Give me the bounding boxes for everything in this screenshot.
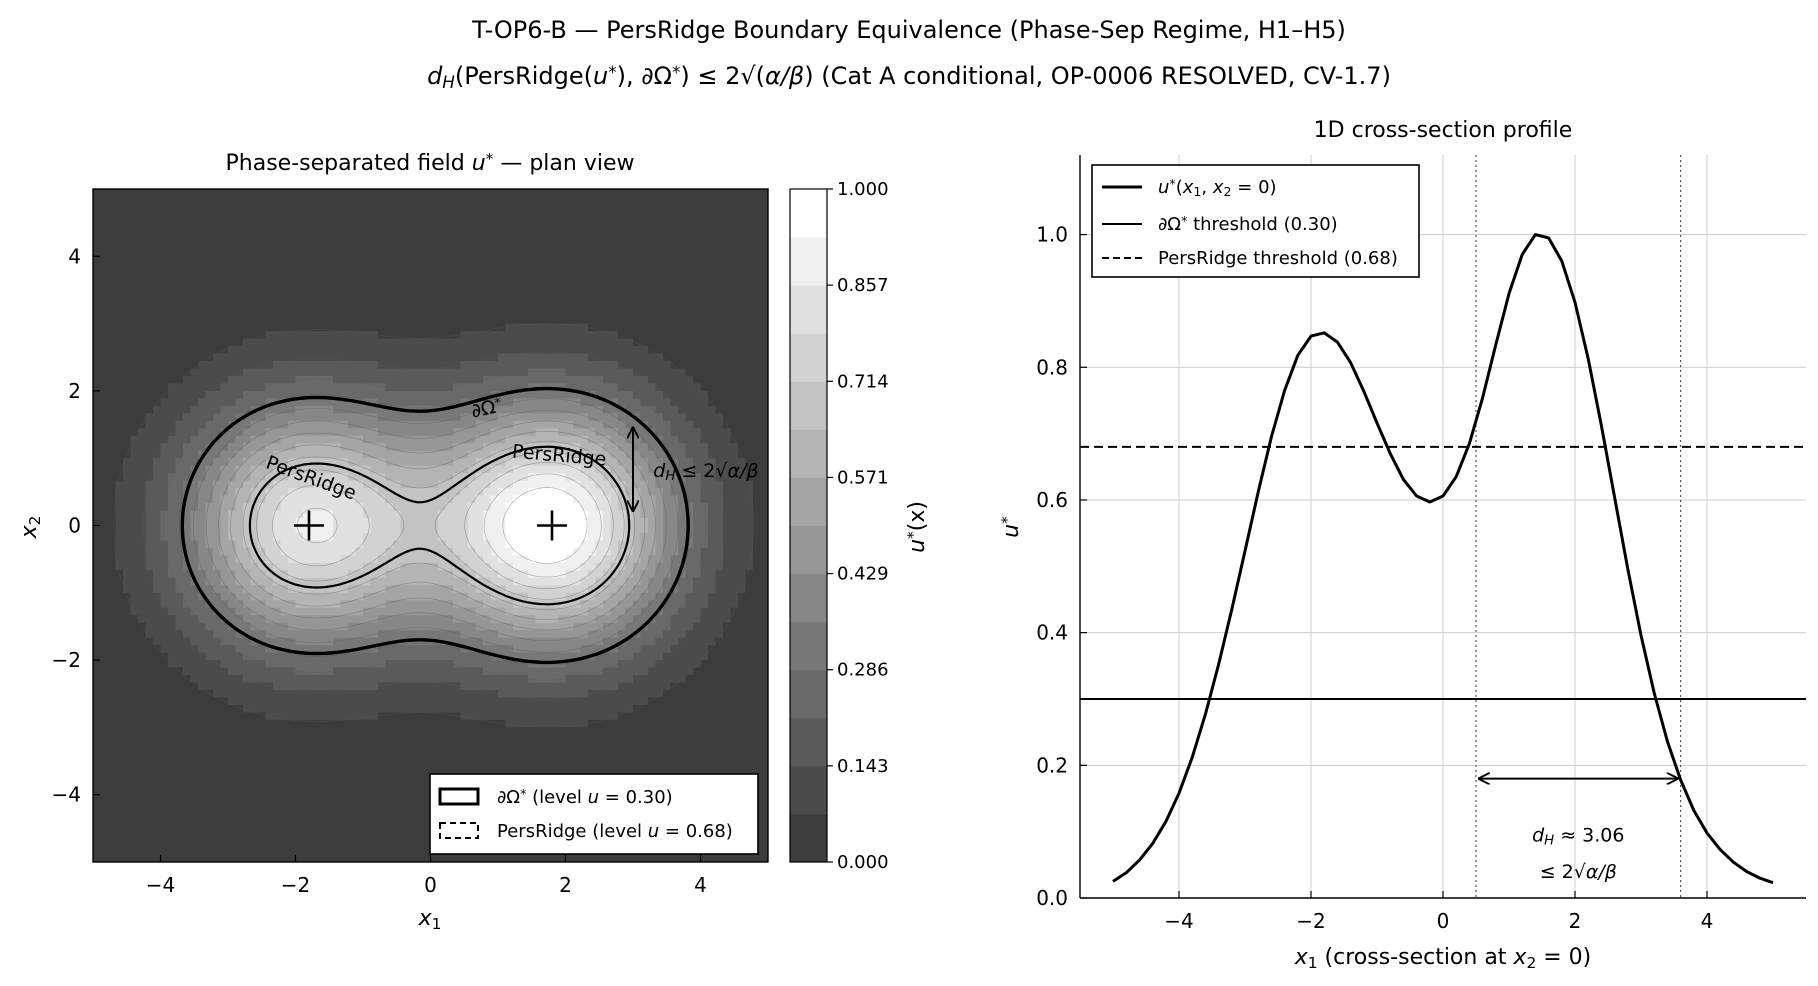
colorbar-label: u*(x): [904, 501, 930, 553]
band-contour: [179, 385, 692, 666]
legend-swatch-boundary: [438, 787, 480, 806]
profile-line: [1112, 233, 1774, 885]
band-contour: [256, 451, 625, 600]
right-x-axis-label: x1 (cross-section at x2 = 0): [1294, 945, 1592, 972]
right-y-tick-label: 0.8: [1036, 355, 1068, 379]
colorbar-tick-label: 0.143: [837, 756, 889, 777]
legend-entry-persridge-threshold: PersRidge threshold (0.68): [1158, 248, 1398, 269]
right-y-tick-label: 0.4: [1036, 621, 1068, 645]
left-panel: Phase-separated field u* — plan view ∂Ω*…: [17, 150, 769, 933]
right-x-tick-label: −4: [1164, 909, 1193, 933]
peak-marker: [294, 510, 324, 541]
right-y-tick-label: 0.0: [1036, 886, 1068, 910]
left-y-tick-label: 0: [68, 514, 81, 538]
right-series: [1080, 155, 1806, 898]
colorbar-tick-label: 0.286: [837, 660, 889, 681]
left-x-tick-label: 2: [559, 873, 572, 897]
left-legend: ∂Ω* (level u = 0.30) PersRidge (level u =…: [429, 773, 759, 855]
left-axis-ticks: −4 −4 −2 −2 0 0 2 2 4 4: [52, 244, 707, 897]
distance-value-label: dH ≈ 3.06: [1532, 825, 1624, 849]
right-y-tick-label: 0.2: [1036, 753, 1068, 777]
right-panel-title: 1D cross-section profile: [1314, 118, 1573, 143]
band-contour: [297, 473, 602, 578]
right-x-tick-label: 0: [1437, 909, 1450, 933]
right-x-tick-label: −2: [1296, 909, 1325, 933]
left-y-tick-label: 4: [68, 244, 81, 268]
heatmap-field: [93, 189, 768, 862]
band-contour: [242, 441, 635, 610]
colorbar-bands: [790, 189, 827, 863]
band-contour: [193, 398, 679, 653]
figure-title: T-OP6-B — PersRidge Boundary Equivalence…: [471, 16, 1346, 44]
boundary-contour-label: ∂Ω*: [469, 395, 504, 423]
right-panel: 1D cross-section profile dH ≈ 3.06 ≤ 2√α/…: [998, 118, 1806, 972]
right-legend-box: [1091, 164, 1420, 278]
colorbar-tick-label: 0.857: [837, 275, 889, 296]
band-contour: [163, 370, 707, 681]
contour-lines: [113, 323, 754, 728]
figure-subtitle: dH(PersRidge(u*), ∂Ω*) ≤ 2√(α/β) (Cat A …: [427, 62, 1391, 93]
legend-entry-profile: u*(x1, x2 = 0): [1158, 176, 1277, 199]
legend-entry-boundary-threshold: ∂Ω* threshold (0.30): [1158, 213, 1338, 235]
left-y-tick-label: −4: [52, 783, 81, 807]
band-contour: [230, 431, 646, 620]
band-contour: [143, 351, 726, 700]
left-panel-title: Phase-separated field u* — plan view: [226, 150, 635, 176]
left-x-axis-label: x1: [418, 906, 442, 933]
persridge-contour: [248, 445, 631, 606]
left-x-tick-label: 0: [424, 873, 437, 897]
right-y-tick-label: 0.6: [1036, 488, 1068, 512]
colorbar-ticks: 0.000 0.143 0.286 0.429 0.571 0.714 0.857 1.000: [827, 179, 889, 873]
colorbar-tick-label: 0.000: [837, 852, 889, 873]
colorbar-tick-label: 0.429: [837, 564, 889, 585]
band-contour: [272, 462, 614, 589]
colorbar-tick-label: 0.571: [837, 467, 889, 488]
left-x-tick-label: 4: [694, 873, 707, 897]
band-contour: [113, 323, 754, 728]
left-y-tick-label: 2: [68, 379, 81, 403]
right-axis-ticks: −4 −2 0 2 4 0.0 0.2 0.4 0.6 0.8 1.0: [1036, 223, 1713, 933]
colorbar-frame: [789, 188, 828, 863]
left-x-tick-label: −4: [146, 873, 175, 897]
band-contour: [502, 487, 588, 564]
distance-annotation: dH ≤ 2√α/β: [653, 460, 758, 484]
right-annotations: dH ≈ 3.06 ≤ 2√α/β: [1479, 779, 1677, 883]
boundary-contour: [180, 386, 690, 665]
left-legend-box: [429, 773, 759, 855]
peak-marker: [537, 510, 567, 541]
right-x-tick-label: 4: [1701, 909, 1714, 933]
right-legend: u*(x1, x2 = 0) ∂Ω* threshold (0.30) PersRi…: [1091, 164, 1420, 278]
legend-entry-persridge: PersRidge (level u = 0.68): [497, 821, 733, 842]
right-x-tick-label: 2: [1569, 909, 1582, 933]
colorbar-tick-label: 1.000: [837, 179, 889, 200]
band-contour: [205, 410, 667, 641]
legend-entry-boundary: ∂Ω* (level u = 0.30): [497, 786, 673, 808]
legend-swatch-persridge: [439, 822, 479, 839]
left-y-tick-label: −2: [52, 648, 81, 672]
left-y-axis-label: x2: [17, 516, 44, 540]
right-y-tick-label: 1.0: [1036, 223, 1068, 247]
colorbar-tick-label: 0.714: [837, 371, 889, 392]
right-y-axis-label: u*: [998, 516, 1024, 538]
band-contour: [218, 420, 656, 631]
left-x-tick-label: −2: [281, 873, 310, 897]
colorbar: 0.000 0.143 0.286 0.429 0.571 0.714 0.857 1.000…: [789, 179, 930, 873]
distance-bound-label: ≤ 2√α/β: [1540, 861, 1617, 883]
